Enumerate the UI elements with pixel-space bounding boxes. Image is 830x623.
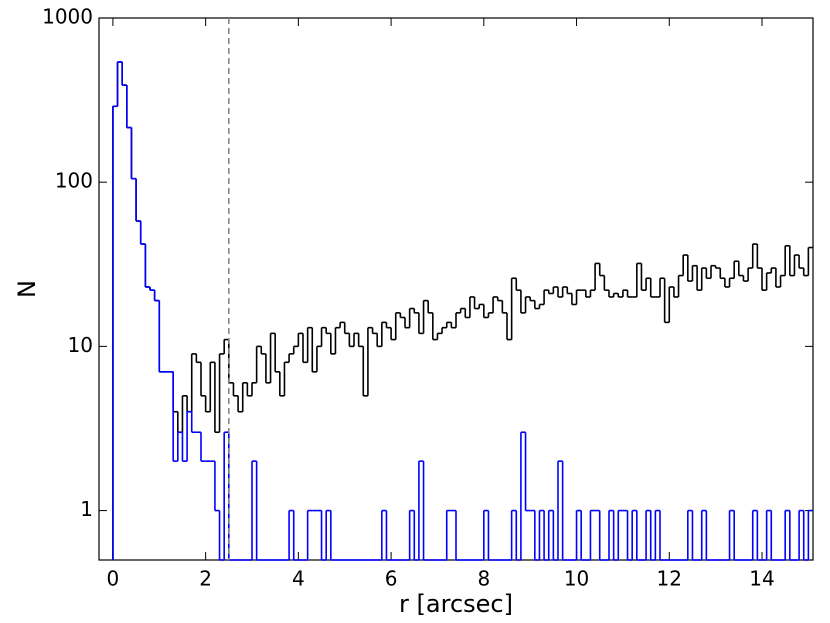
plot-frame: [98, 17, 814, 561]
x-axis-label: r [arcsec]: [399, 590, 513, 618]
x-tick-label: 0: [107, 567, 120, 591]
y-axis-label: N: [13, 280, 41, 298]
x-tick-label: 6: [385, 567, 398, 591]
y-tick-label: 100: [55, 169, 93, 193]
y-tick-label: 1000: [42, 5, 93, 29]
y-tick-label: 1: [80, 497, 93, 521]
y-tick-label: 10: [68, 333, 93, 357]
x-tick-label: 8: [477, 567, 490, 591]
x-tick-label: 4: [292, 567, 305, 591]
x-tick-label: 14: [749, 567, 774, 591]
x-tick-label: 2: [199, 567, 212, 591]
x-tick-label: 12: [657, 567, 682, 591]
x-tick-label: 10: [564, 567, 589, 591]
